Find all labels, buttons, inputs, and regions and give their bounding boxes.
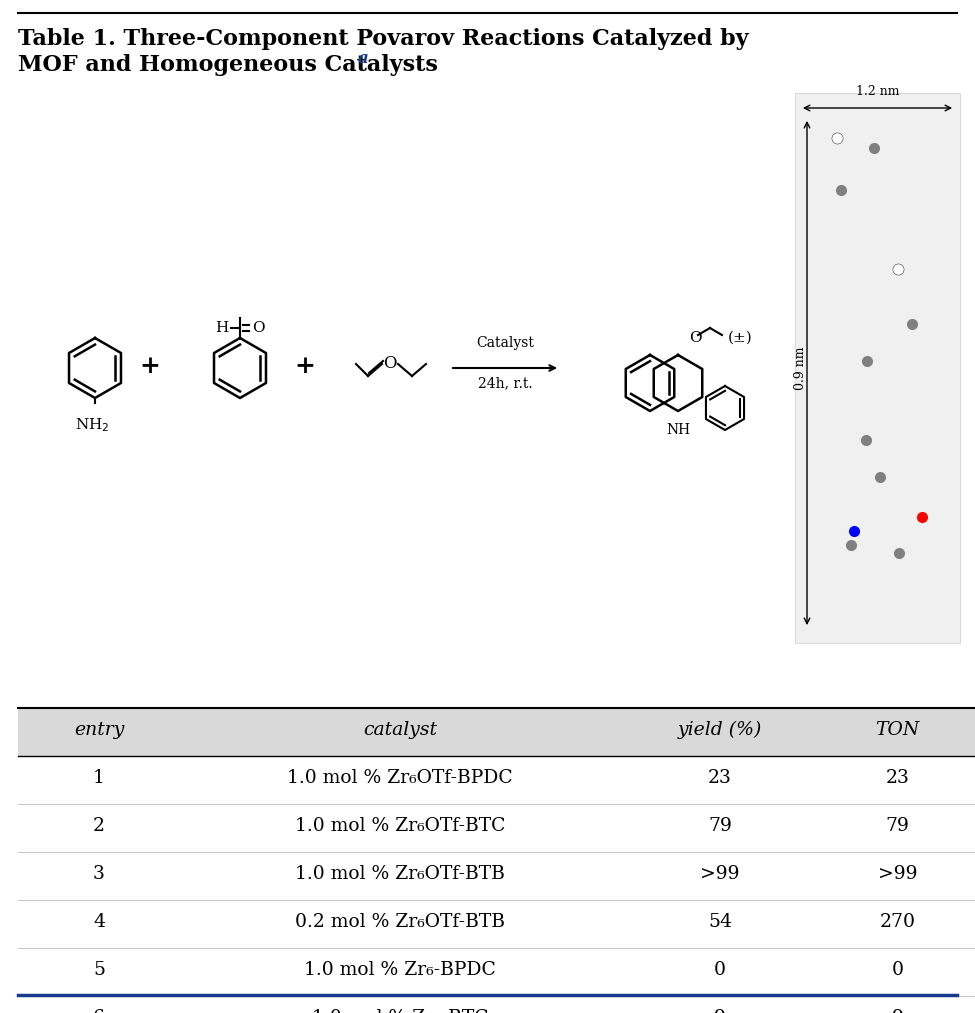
Text: O: O [252,321,264,335]
Text: 54: 54 [708,913,732,931]
Text: 0.2 mol % Zr₆OTf-BTB: 0.2 mol % Zr₆OTf-BTB [295,913,505,931]
Text: >99: >99 [700,865,740,883]
Text: +: + [294,354,316,378]
Bar [18,708,975,756]
Text: +: + [139,354,161,378]
Text: 2: 2 [93,817,105,835]
Text: MOF and Homogeneous Catalysts: MOF and Homogeneous Catalysts [18,54,438,76]
Text: 1.0 mol % Zr₆-BTC: 1.0 mol % Zr₆-BTC [312,1009,488,1013]
Text: yield (%): yield (%) [678,721,762,739]
Text: a: a [358,50,369,67]
Text: 1.0 mol % Zr₆OTf-BTB: 1.0 mol % Zr₆OTf-BTB [295,865,505,883]
Text: NH: NH [666,423,690,437]
Text: 9: 9 [891,1009,904,1013]
Text: 24h, r.t.: 24h, r.t. [478,376,532,390]
Text: 79: 79 [885,817,910,835]
Text: 270: 270 [879,913,916,931]
Text: O: O [383,355,397,372]
Text: 1.0 mol % Zr₆OTf-BPDC: 1.0 mol % Zr₆OTf-BPDC [287,769,513,787]
Text: 6: 6 [93,1009,105,1013]
Text: 0.9 nm: 0.9 nm [794,346,806,390]
Text: 0: 0 [714,961,726,979]
Text: 79: 79 [708,817,732,835]
Text: O: O [688,331,701,345]
Text: entry: entry [74,721,124,739]
Bar [795,93,960,643]
Text: 1: 1 [93,769,105,787]
Text: Catalyst: Catalyst [476,336,534,350]
Text: 1.0 mol % Zr₆OTf-BTC: 1.0 mol % Zr₆OTf-BTC [294,817,505,835]
Bar [10,73,965,703]
Text: 0: 0 [891,961,904,979]
Text: TON: TON [876,721,919,739]
Text: 3: 3 [93,865,105,883]
Text: 4: 4 [93,913,105,931]
Text: catalyst: catalyst [363,721,437,739]
Text: 5: 5 [93,961,105,979]
Text: 1.2 nm: 1.2 nm [856,85,899,98]
Text: Table 1. Three-Component Povarov Reactions Catalyzed by: Table 1. Three-Component Povarov Reactio… [18,28,749,50]
Text: (±): (±) [727,331,753,345]
Text: NH$_2$: NH$_2$ [75,416,109,434]
Text: 9: 9 [714,1009,726,1013]
Text: 1.0 mol % Zr₆-BPDC: 1.0 mol % Zr₆-BPDC [304,961,496,979]
Text: 23: 23 [885,769,910,787]
Text: 23: 23 [708,769,732,787]
Text: H: H [215,321,228,335]
Text: >99: >99 [878,865,917,883]
